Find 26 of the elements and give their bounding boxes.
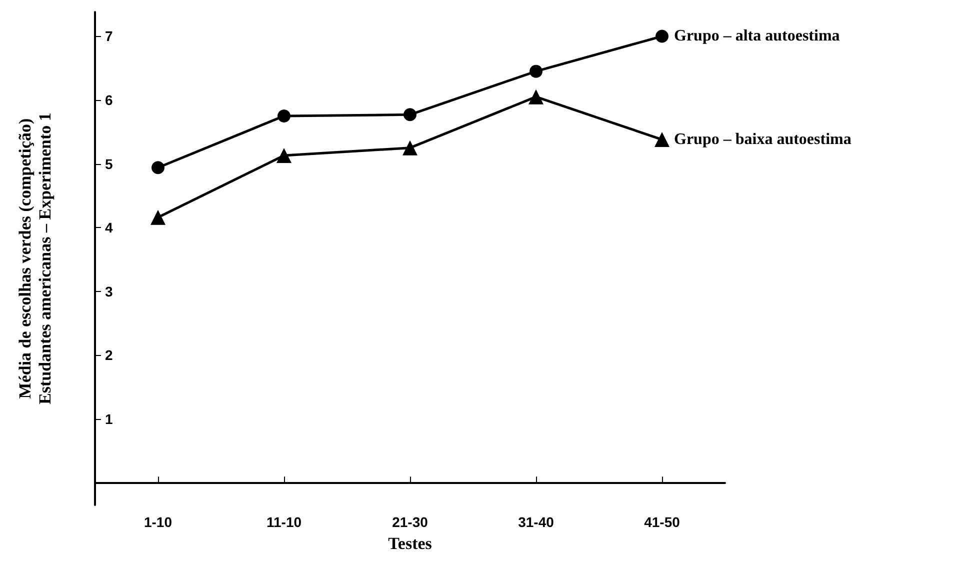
y-tick-label: 7 [105, 28, 113, 44]
series-label: Grupo – baixa autoestima [674, 131, 852, 148]
y-tick-label: 1 [105, 410, 113, 427]
y-tick-label: 3 [105, 283, 113, 300]
y-tick-label: 5 [105, 156, 113, 172]
x-tick-label: 1-10 [144, 514, 172, 530]
point [528, 89, 544, 104]
point [150, 210, 166, 225]
point [404, 108, 416, 122]
point [402, 140, 418, 156]
y-tick-label: 2 [105, 347, 113, 364]
point [278, 109, 290, 122]
point [530, 64, 542, 78]
y-tick-label: 6 [105, 92, 113, 108]
x-axis-title: Testes [388, 534, 432, 553]
y-tick-label: 4 [105, 220, 113, 236]
point [654, 132, 670, 148]
x-tick-label: 31-40 [518, 514, 554, 530]
series-label: Grupo – alta autoestima [674, 28, 840, 45]
x-tick-label: 41-50 [644, 514, 680, 530]
point [276, 148, 292, 163]
point [656, 30, 668, 43]
y-axis-title: Média de escolhas verdes (competição) Estudantes americanas – Experimento 1 [16, 112, 54, 404]
x-tick-label: 21-30 [392, 514, 428, 530]
x-tick-label: 11-10 [266, 514, 302, 530]
point [152, 161, 164, 174]
